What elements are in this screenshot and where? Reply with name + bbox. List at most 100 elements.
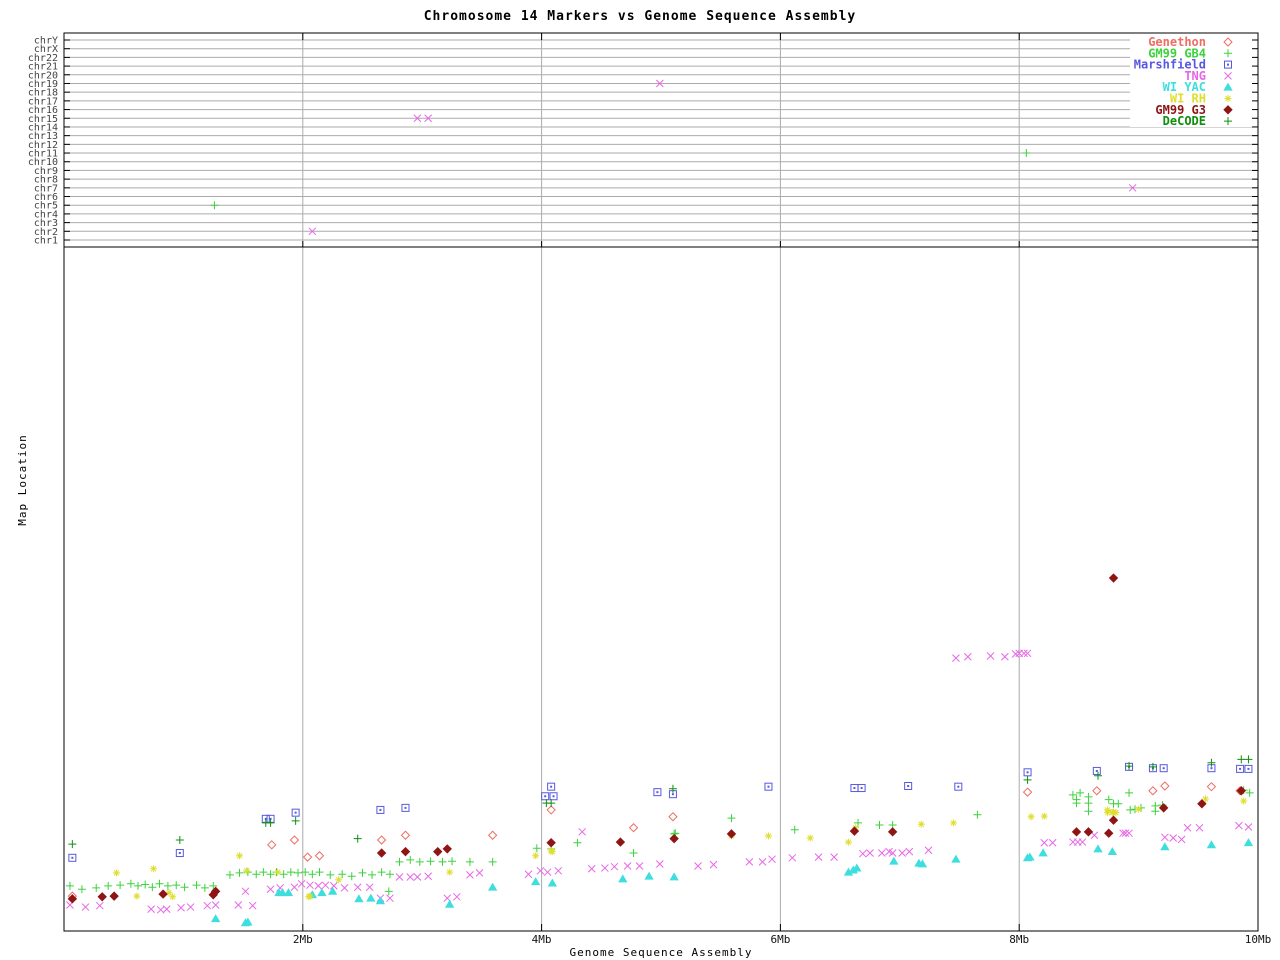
marker-wi-yac	[366, 893, 376, 902]
marker-wi-rh	[306, 892, 314, 900]
chrom-label-chr8: chr8	[34, 175, 58, 186]
marker-gm99-gb4	[163, 881, 172, 890]
marker-wi-yac	[283, 888, 294, 897]
marker-tng	[888, 849, 897, 857]
marker-gm99-gb4	[1104, 795, 1113, 804]
marker-marshfield	[547, 782, 556, 791]
marker-tng	[162, 905, 171, 913]
marker-wi-rh	[133, 892, 141, 900]
chrom-label-chrX: chrX	[34, 44, 58, 55]
marker-marshfield-dot	[1247, 767, 1250, 770]
marker-marshfield-dot	[550, 785, 553, 788]
legend-label-gm99-g3: GM99 G3	[1155, 103, 1206, 117]
legend-marker-wi-yac	[1223, 82, 1233, 91]
marker-wi-yac	[547, 878, 558, 887]
marker-tng	[924, 846, 933, 855]
marker-tng	[424, 872, 433, 881]
marker-tng	[1001, 652, 1009, 661]
marker-gm99-g3	[726, 829, 737, 839]
marker-wi-rh	[1027, 813, 1035, 821]
marker-wi-yac	[852, 863, 862, 872]
marker-marshfield	[857, 784, 866, 793]
legend-label-marshfield: Marshfield	[1134, 58, 1206, 72]
marker-gm99-g3	[849, 826, 860, 836]
marker-tng	[95, 901, 104, 910]
x-axis-label: Genome Sequence Assembly	[569, 946, 753, 959]
marker-gm99-gb4	[448, 857, 457, 866]
marker-genethon	[400, 830, 411, 840]
marker-tng	[340, 884, 349, 892]
marker-tng	[830, 853, 838, 861]
marker-gm99-gb4	[180, 883, 189, 892]
chrom-label-chr6: chr6	[34, 192, 58, 203]
marker-gm99-gb4	[629, 849, 638, 858]
marker-tng	[1183, 823, 1192, 832]
marker-marshfield-dot	[1210, 767, 1213, 770]
marker-wi-yac	[669, 872, 679, 881]
marker-tng	[395, 873, 404, 881]
marker-gm99-gb4	[573, 838, 582, 847]
marker-gm99-gb4	[1084, 799, 1093, 808]
marker-tng	[248, 901, 257, 910]
marker-wi-rh	[1040, 812, 1048, 820]
x-tick-label-10Mb: 10Mb	[1245, 933, 1272, 946]
marker-wi-yac	[354, 894, 364, 903]
marker-gm99-g3	[1158, 803, 1169, 813]
marker-gm99-gb4	[126, 879, 135, 888]
marker-gm99-gb4	[104, 881, 113, 890]
marker-tng	[241, 887, 250, 896]
marker-tng	[1048, 838, 1057, 847]
marker-gm99-gb4	[790, 825, 799, 834]
marker-marshfield	[1159, 764, 1168, 773]
marker-wi-yac	[917, 859, 928, 868]
x-tick-label-8Mb: 8Mb	[1009, 933, 1029, 946]
marker-tng	[297, 879, 306, 888]
chrom-label-chr20: chr20	[28, 70, 58, 81]
marker-tng	[635, 862, 644, 870]
marker-genethon	[376, 835, 387, 845]
marker-tng	[587, 864, 596, 873]
marker-tng	[314, 882, 323, 890]
legend-label-wi-yac: WI YAC	[1163, 80, 1206, 94]
marker-gm99-g3	[376, 848, 387, 858]
marker-gm99-gb4	[875, 820, 884, 829]
marker-wi-rh	[764, 832, 772, 840]
marker-marshfield	[904, 781, 913, 790]
marker-marshfield	[1244, 764, 1253, 773]
marker-wi-rh	[548, 848, 556, 856]
marker-tng	[386, 894, 394, 903]
marker-wi-rh	[844, 838, 852, 846]
legend-label-tng: TNG	[1184, 69, 1206, 83]
marker-genethon	[668, 812, 678, 822]
marker-tng	[452, 892, 461, 901]
marker-genethon	[1206, 781, 1217, 792]
chrom-label-chr3: chr3	[34, 218, 58, 229]
marker-wi-yac	[530, 877, 541, 886]
marker-marshfield	[653, 788, 662, 797]
chrom-label-chr21: chr21	[28, 62, 58, 73]
marker-genethon	[487, 830, 498, 840]
marker-wi-yac	[243, 917, 253, 926]
marker-gm99-gb4	[148, 883, 157, 892]
marker-gm99-gb4	[252, 870, 261, 879]
marker-gm99-gb4	[1072, 799, 1081, 808]
strip-marker-tng-chr15	[413, 114, 422, 123]
marker-gm99-gb4	[347, 872, 356, 881]
marker-wi-rh	[236, 852, 244, 860]
marker-gm99-g3	[400, 846, 411, 857]
marker-gm99-gb4	[1084, 807, 1093, 816]
marker-gm99-gb4	[209, 881, 218, 890]
marker-wi-rh	[150, 865, 158, 873]
marker-gm99-g3	[1236, 786, 1246, 796]
marker-gm99-g3	[158, 889, 168, 899]
marker-wi-yac	[1025, 852, 1035, 861]
marker-marshfield-dot	[656, 791, 659, 794]
marker-tng	[986, 652, 995, 660]
legend-label-wi-rh: WI RH	[1170, 92, 1206, 106]
marker-gm99-gb4	[488, 857, 497, 866]
marker-tng	[788, 853, 797, 862]
legend-marker-marshfield	[1224, 60, 1232, 69]
marker-marshfield	[175, 849, 184, 858]
marker-marshfield	[291, 808, 300, 817]
